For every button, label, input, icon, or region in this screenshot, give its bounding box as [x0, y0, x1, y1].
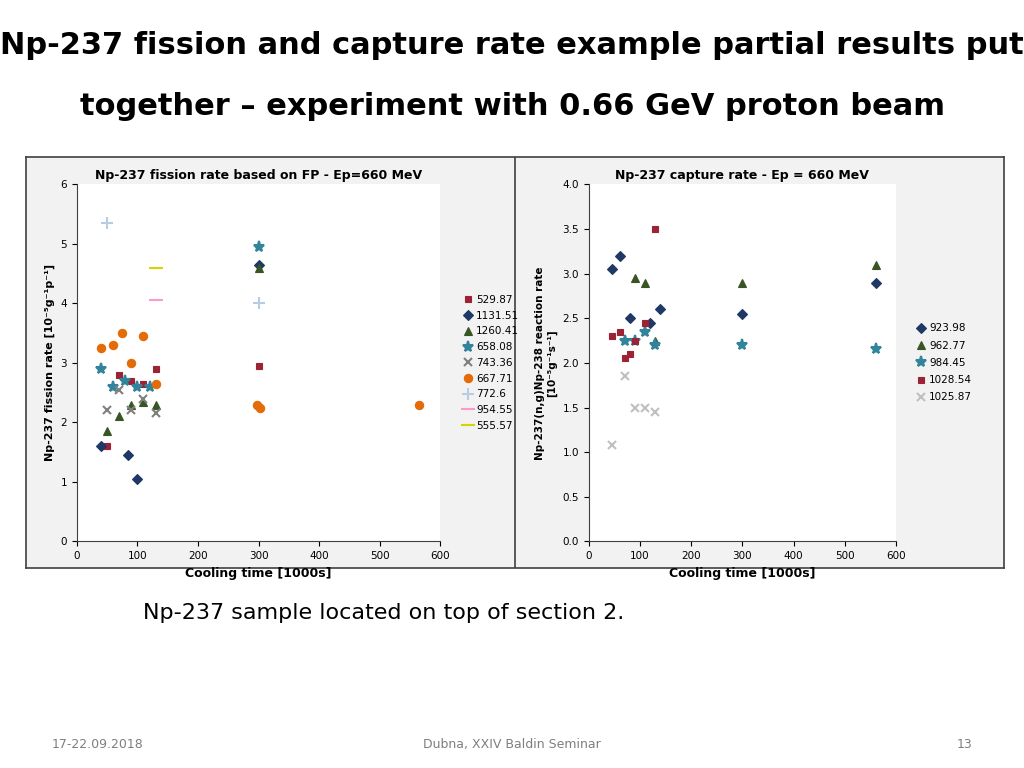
Text: Np-237 sample located on top of section 2.: Np-237 sample located on top of section … — [143, 603, 625, 623]
Y-axis label: Np-237 fission rate [10⁻⁵g⁻¹p⁻¹]: Np-237 fission rate [10⁻⁵g⁻¹p⁻¹] — [45, 264, 55, 462]
Y-axis label: Np-237(n,g)Np-238 reaction rate
[10⁻⁵g⁻¹s⁻¹]: Np-237(n,g)Np-238 reaction rate [10⁻⁵g⁻¹… — [535, 266, 557, 459]
Title: Np-237 capture rate - Ep = 660 MeV: Np-237 capture rate - Ep = 660 MeV — [615, 169, 869, 182]
X-axis label: Cooling time [1000s]: Cooling time [1000s] — [669, 567, 816, 580]
Text: 13: 13 — [957, 738, 973, 751]
Text: Np-237 fission and capture rate example partial results put: Np-237 fission and capture rate example … — [0, 31, 1024, 60]
X-axis label: Cooling time [1000s]: Cooling time [1000s] — [185, 567, 332, 580]
Text: together – experiment with 0.66 GeV proton beam: together – experiment with 0.66 GeV prot… — [80, 92, 944, 121]
Legend: 529.87, 1131.51, 1260.41, 658.08, 743.36, 667.71, 772.6, 954.55, 555.57: 529.87, 1131.51, 1260.41, 658.08, 743.36… — [464, 295, 519, 431]
Text: 17-22.09.2018: 17-22.09.2018 — [51, 738, 143, 751]
Legend: 923.98, 962.77, 984.45, 1028.54, 1025.87: 923.98, 962.77, 984.45, 1028.54, 1025.87 — [916, 323, 972, 402]
Title: Np-237 fission rate based on FP - Ep=660 MeV: Np-237 fission rate based on FP - Ep=660… — [95, 169, 422, 182]
Text: Dubna, XXIV Baldin Seminar: Dubna, XXIV Baldin Seminar — [423, 738, 601, 751]
